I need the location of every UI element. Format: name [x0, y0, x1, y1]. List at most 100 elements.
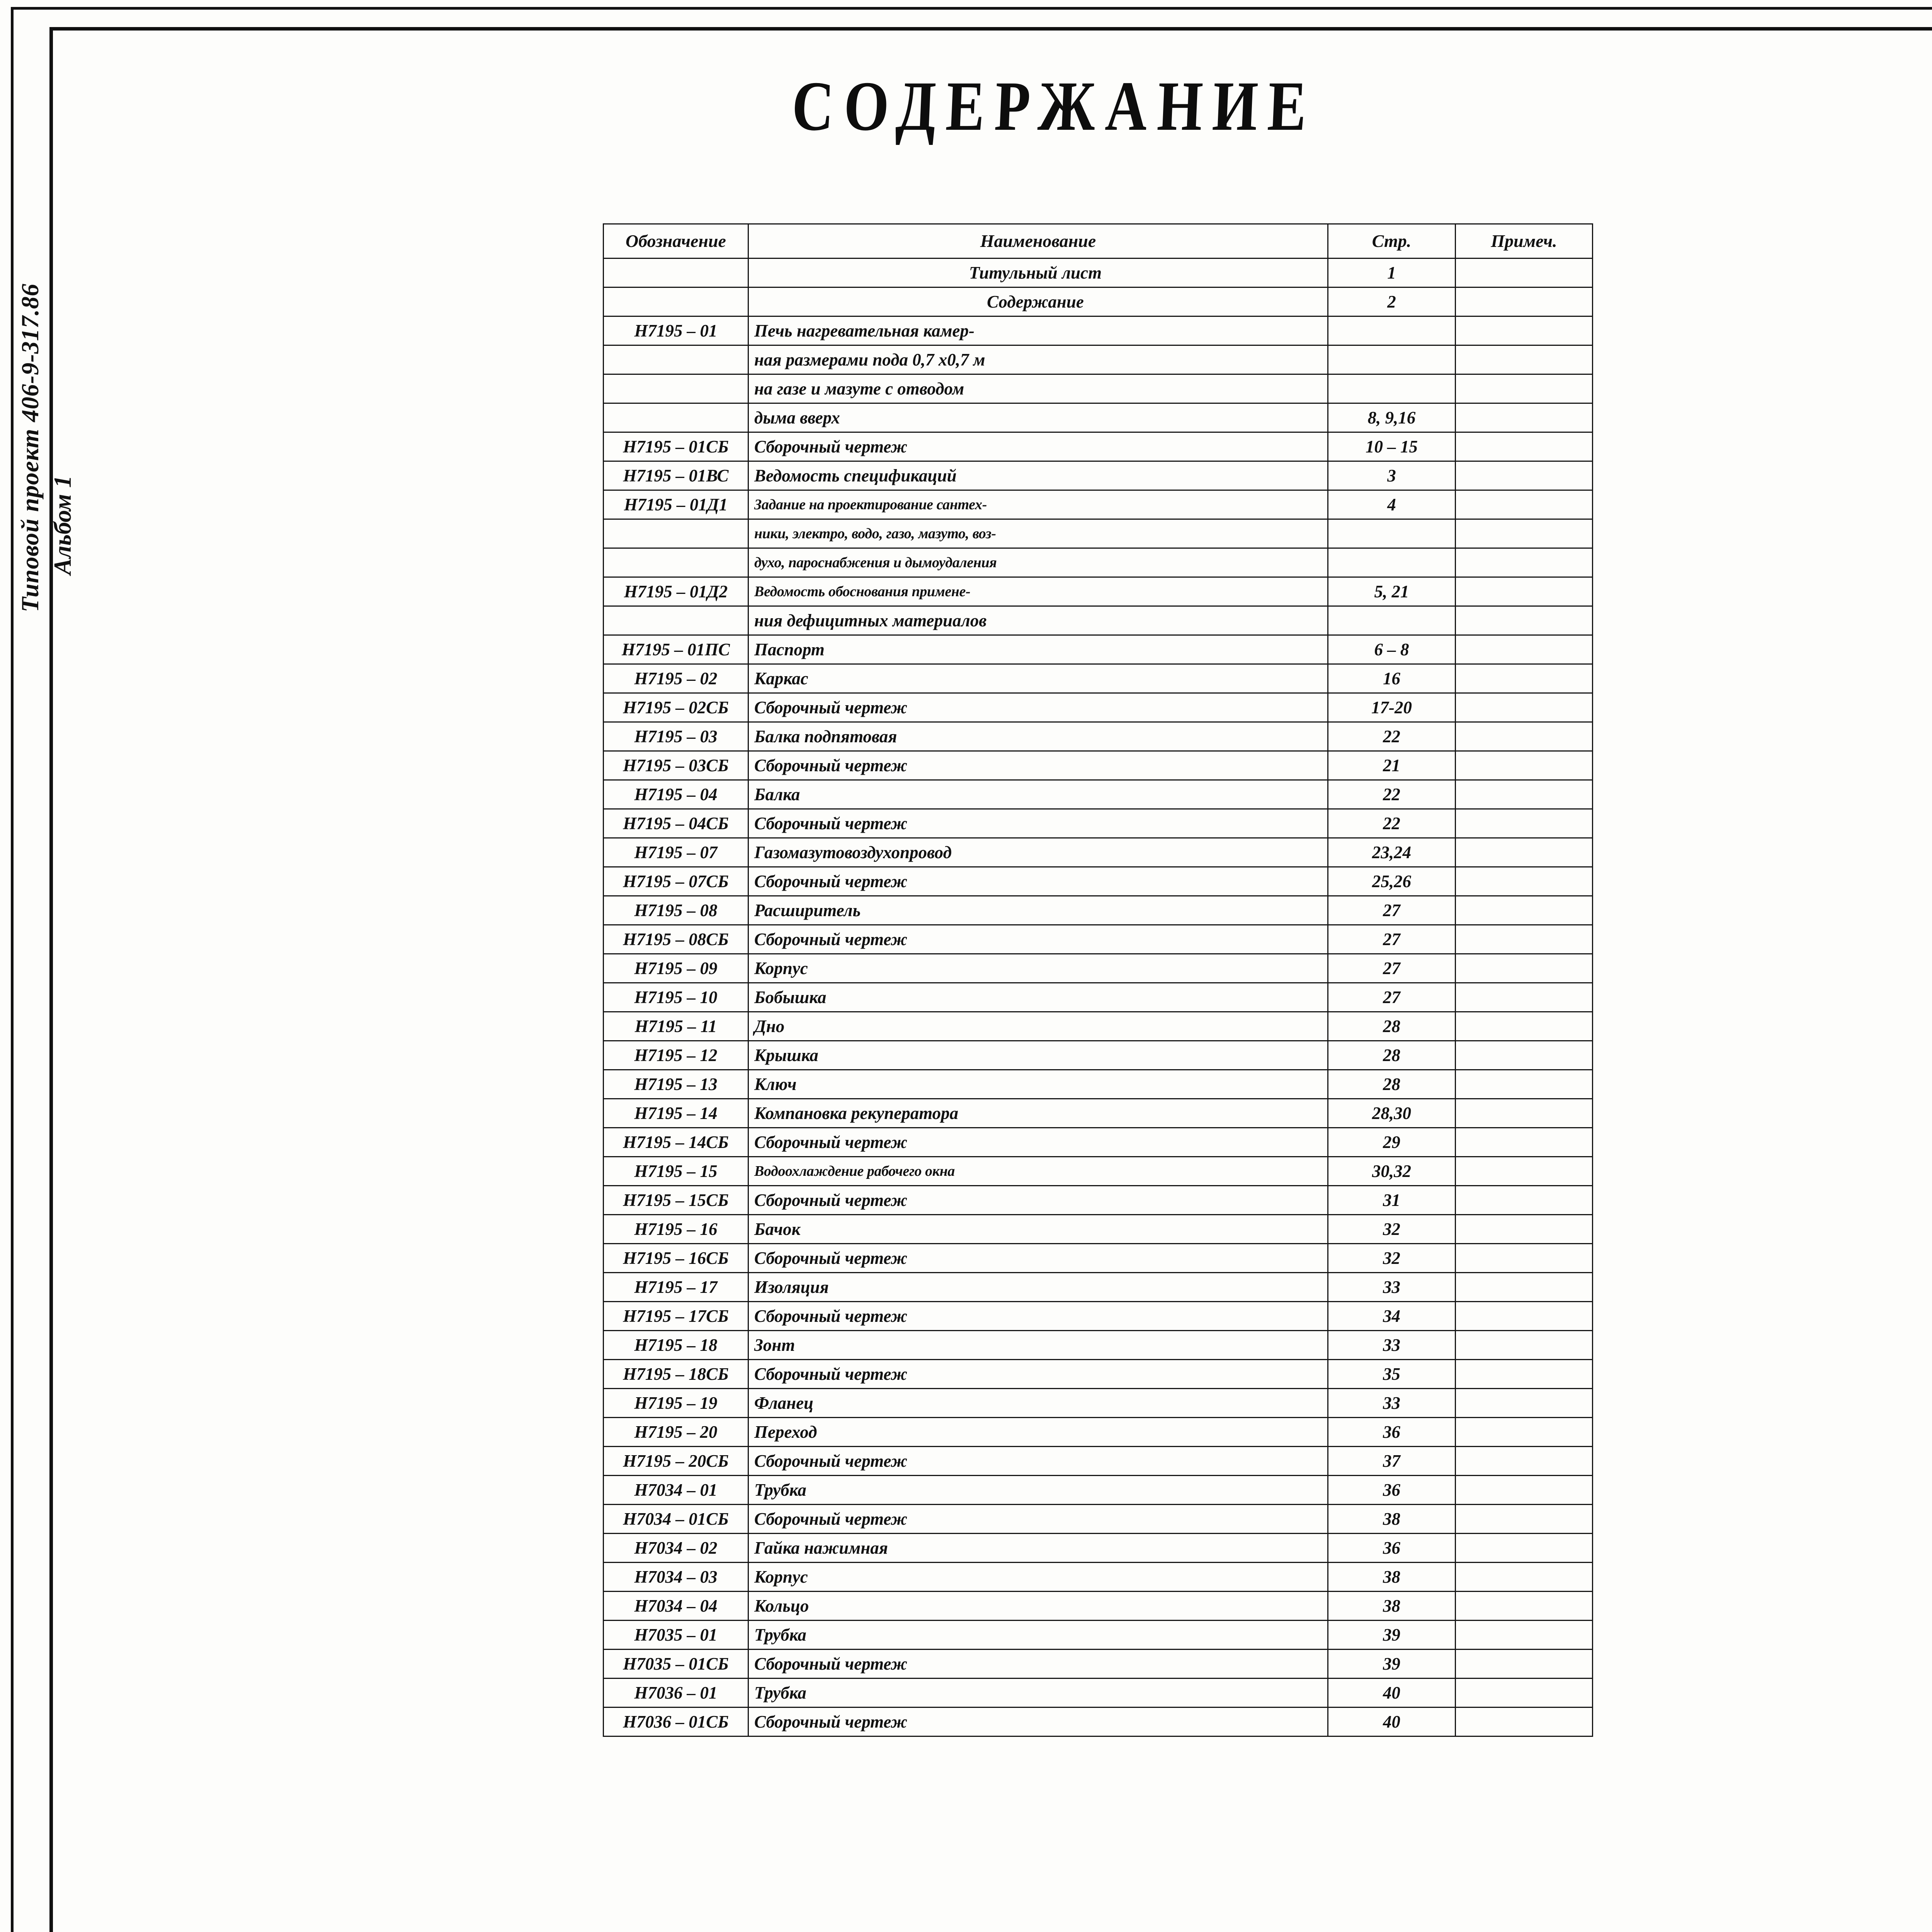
table-row: Н7195 – 02 Каркас 16 [603, 663, 1593, 694]
cell-page: 38 [1327, 1504, 1456, 1534]
table-row: Н7195 – 19 Фланец 33 [603, 1388, 1593, 1418]
toc-table: Обозначение Наименование Стр. Примеч. Ти… [603, 223, 1593, 1737]
cell-note [1455, 1359, 1593, 1389]
cell-name: Водоохлаждение рабочего окна [748, 1156, 1328, 1186]
cell-page: 36 [1327, 1475, 1456, 1505]
cell-page: 36 [1327, 1417, 1456, 1447]
cell-name: Сборочный чертеж [748, 924, 1328, 954]
cell-designation: Н7195 – 07 [603, 837, 749, 867]
cell-name: ная размерами пода 0,7 х0,7 м [748, 345, 1328, 375]
table-row: Н7195 – 01ПС Паспорт 6 – 8 [603, 634, 1593, 665]
cell-name: на газе и мазуте с отводом [748, 374, 1328, 404]
table-row: Н7195 – 14СБ Сборочный чертеж 29 [603, 1127, 1593, 1157]
header-page: Стр. [1327, 223, 1456, 259]
cell-name: Крышка [748, 1040, 1328, 1070]
cell-designation: Н7195 – 10 [603, 982, 749, 1012]
cell-page: 17-20 [1327, 692, 1456, 723]
table-row: Н7195 – 20СБ Сборочный чертеж 37 [603, 1446, 1593, 1476]
cell-note [1455, 1214, 1593, 1244]
cell-page: 27 [1327, 924, 1456, 954]
table-row: Н7195 – 04 Балка 22 [603, 779, 1593, 810]
table-row: Н7035 – 01СБ Сборочный чертеж 39 [603, 1649, 1593, 1679]
cell-designation: Н7195 – 11 [603, 1011, 749, 1041]
table-row: Н7034 – 01 Трубка 36 [603, 1475, 1593, 1505]
cell-note [1455, 721, 1593, 752]
cell-designation: Н7195 – 16 [603, 1214, 749, 1244]
cell-name: Дно [748, 1011, 1328, 1041]
cell-note [1455, 982, 1593, 1012]
cell-page: 27 [1327, 953, 1456, 983]
cell-name: Сборочный чертеж [748, 1243, 1328, 1273]
cell-name: Сборочный чертеж [748, 1649, 1328, 1679]
cell-note [1455, 1533, 1593, 1563]
table-row: дыма вверх 8, 9,16 [603, 403, 1593, 433]
cell-page [1327, 374, 1456, 404]
cell-name: Фланец [748, 1388, 1328, 1418]
cell-page: 33 [1327, 1272, 1456, 1302]
cell-name: Расширитель [748, 895, 1328, 925]
header-note: Примеч. [1455, 223, 1593, 259]
table-row: Н7035 – 01 Трубка 39 [603, 1620, 1593, 1650]
cell-page: 38 [1327, 1591, 1456, 1621]
table-row: Н7195 – 18 Зонт 33 [603, 1330, 1593, 1360]
cell-page: 6 – 8 [1327, 634, 1456, 665]
cell-page: 39 [1327, 1620, 1456, 1650]
cell-note [1455, 577, 1593, 607]
table-row: Н7195 – 01Д1 Задание на проектирование са… [603, 490, 1593, 520]
sheet-outer-border [11, 7, 1932, 1932]
cell-note [1455, 1475, 1593, 1505]
table-row: Н7195 – 01ВС Ведомость спецификаций 3 [603, 461, 1593, 491]
cell-designation: Н7034 – 03 [603, 1562, 749, 1592]
cell-note [1455, 1272, 1593, 1302]
cell-note [1455, 1156, 1593, 1186]
cell-name: Балка [748, 779, 1328, 810]
table-row: Н7036 – 01СБ Сборочный чертеж 40 [603, 1707, 1593, 1737]
cell-designation: Н7195 – 14СБ [603, 1127, 749, 1157]
cell-designation: Н7195 – 01 [603, 316, 749, 346]
cell-designation: Н7195 – 03СБ [603, 750, 749, 781]
cell-name: Трубка [748, 1678, 1328, 1708]
cell-name: Трубка [748, 1475, 1328, 1505]
cell-name: Ведомость спецификаций [748, 461, 1328, 491]
cell-note [1455, 1417, 1593, 1447]
cell-name: Задание на проектирование сантех- [748, 490, 1328, 520]
cell-designation: Н7195 – 18СБ [603, 1359, 749, 1389]
cell-page: 28 [1327, 1011, 1456, 1041]
cell-page: 31 [1327, 1185, 1456, 1215]
table-row: ники, электро, водо, газо, мазуто, воз- [603, 519, 1593, 549]
cell-note [1455, 1040, 1593, 1070]
cell-page: 29 [1327, 1127, 1456, 1157]
cell-name: Сборочный чертеж [748, 1707, 1328, 1737]
cell-designation: Н7195 – 02 [603, 663, 749, 694]
cell-page: 2 [1327, 287, 1456, 317]
cell-designation [603, 287, 749, 317]
cell-name: Сборочный чертеж [748, 1185, 1328, 1215]
cell-page: 28,30 [1327, 1098, 1456, 1128]
cell-name: ния дефицитных материалов [748, 605, 1328, 636]
cell-name: Корпус [748, 953, 1328, 983]
cell-page: 22 [1327, 808, 1456, 838]
cell-designation: Н7034 – 01СБ [603, 1504, 749, 1534]
cell-page: 38 [1327, 1562, 1456, 1592]
cell-page [1327, 605, 1456, 636]
table-row: Н7195 – 01Д2 Ведомость обоснования примен… [603, 577, 1593, 607]
cell-name: Переход [748, 1417, 1328, 1447]
cell-page: 36 [1327, 1533, 1456, 1563]
table-row: ная размерами пода 0,7 х0,7 м [603, 345, 1593, 375]
table-row: Н7195 – 13 Ключ 28 [603, 1069, 1593, 1099]
table-row: Н7195 – 09 Корпус 27 [603, 953, 1593, 983]
table-row: Н7195 – 03СБ Сборочный чертеж 21 [603, 750, 1593, 781]
table-row: Н7195 – 17 Изоляция 33 [603, 1272, 1593, 1302]
cell-designation: Н7195 – 20 [603, 1417, 749, 1447]
cell-note [1455, 605, 1593, 636]
cell-designation [603, 403, 749, 433]
table-row: Н7195 – 20 Переход 36 [603, 1417, 1593, 1447]
table-header-row: Обозначение Наименование Стр. Примеч. [603, 223, 1593, 259]
cell-designation: Н7195 – 04 [603, 779, 749, 810]
cell-designation: Н7195 – 01Д2 [603, 577, 749, 607]
cell-name: Сборочный чертеж [748, 1359, 1328, 1389]
cell-name: Каркас [748, 663, 1328, 694]
cell-note [1455, 663, 1593, 694]
table-row: на газе и мазуте с отводом [603, 374, 1593, 404]
